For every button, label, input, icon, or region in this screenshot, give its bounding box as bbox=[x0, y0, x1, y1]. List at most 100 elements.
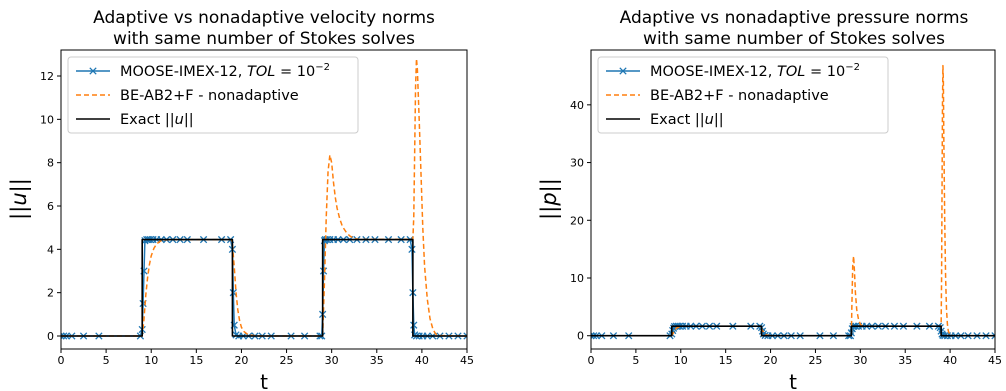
legend-label: BE-AB2+F - nonadaptive bbox=[120, 88, 299, 104]
point-stroke bbox=[319, 267, 328, 275]
legend-text: MOOSE-IMEX-12, bbox=[650, 64, 777, 80]
point-stroke bbox=[232, 331, 240, 339]
x-tick-label: 20 bbox=[234, 354, 248, 367]
series-line-2 bbox=[61, 238, 467, 337]
point-stroke bbox=[591, 334, 595, 340]
panel-pressure-title-line: Adaptive vs nonadaptive pressure norms bbox=[620, 8, 969, 28]
panel-velocity-title-line: Adaptive vs nonadaptive velocity norms bbox=[93, 8, 435, 28]
panel-velocity-title: Adaptive vs nonadaptive velocity norms wi… bbox=[93, 8, 435, 49]
x-tick-label: 30 bbox=[325, 354, 339, 367]
series-point bbox=[408, 245, 416, 253]
legend-text-italic: u bbox=[175, 112, 184, 128]
y-tick-label: 10 bbox=[40, 113, 54, 126]
ylabel-bars-right: || bbox=[7, 178, 32, 192]
series-line-0 bbox=[61, 238, 467, 337]
panel-velocity-legend: MOOSE-IMEX-12, TOL = 10−2 BE-AB2+F - nona… bbox=[67, 56, 359, 134]
point-stroke bbox=[991, 332, 995, 337]
x-tick-label: 15 bbox=[719, 354, 733, 367]
legend-text: = 10 bbox=[275, 64, 315, 80]
legend-text-italic: TOL bbox=[777, 64, 805, 80]
x-tick-label: 5 bbox=[103, 354, 110, 367]
panel-velocity-ylabel: ||u|| bbox=[7, 178, 32, 220]
point-stroke bbox=[463, 332, 467, 337]
y-tick-label: 40 bbox=[570, 99, 584, 112]
legend-superscript: −2 bbox=[845, 62, 860, 73]
legend-text-italic: u bbox=[705, 112, 714, 128]
panel-velocity-title-line: with same number of Stokes solves bbox=[113, 29, 415, 49]
panel-pressure-title: Adaptive vs nonadaptive pressure norms wi… bbox=[620, 8, 969, 49]
panel-pressure-data bbox=[591, 64, 995, 340]
y-tick-label: 12 bbox=[40, 70, 54, 83]
legend-text: Exact || bbox=[120, 112, 175, 128]
legend-label: Exact ||u|| bbox=[120, 112, 194, 128]
legend-box bbox=[597, 56, 889, 134]
series-point bbox=[991, 332, 995, 340]
series-point bbox=[591, 332, 595, 340]
y-tick-label: 10 bbox=[570, 272, 584, 285]
legend-text: MOOSE-IMEX-12, bbox=[120, 64, 247, 80]
point-stroke bbox=[936, 323, 944, 332]
legend-marker bbox=[89, 67, 97, 75]
panel-pressure-title-line: with same number of Stokes solves bbox=[643, 29, 945, 49]
x-tick-label: 40 bbox=[415, 354, 429, 367]
ylabel-symbol: u bbox=[7, 192, 31, 205]
point-stroke bbox=[61, 335, 65, 340]
series-point bbox=[61, 332, 65, 340]
x-tick-label: 35 bbox=[370, 354, 384, 367]
x-tick-label: 40 bbox=[943, 354, 957, 367]
y-tick-label: 6 bbox=[47, 200, 54, 213]
x-tick-label: 25 bbox=[808, 354, 822, 367]
panel-velocity-xlabel: t bbox=[260, 370, 268, 391]
series-point bbox=[229, 289, 237, 297]
y-tick-label: 0 bbox=[47, 330, 54, 343]
panel-velocity-frame bbox=[60, 49, 468, 350]
x-tick-label: 25 bbox=[280, 354, 294, 367]
x-tick-label: 45 bbox=[460, 354, 474, 367]
x-tick-label: 0 bbox=[588, 354, 595, 367]
legend-marker bbox=[619, 67, 627, 75]
legend-label: Exact ||u|| bbox=[650, 112, 724, 128]
panel-pressure-legend: MOOSE-IMEX-12, TOL = 10−2 BE-AB2+F - nona… bbox=[597, 56, 889, 134]
ylabel-bars-right: || bbox=[537, 178, 562, 192]
panel-pressure-frame bbox=[590, 49, 996, 350]
x-tick-label: 15 bbox=[189, 354, 203, 367]
series-point bbox=[410, 321, 418, 329]
y-tick-label: 0 bbox=[577, 330, 584, 343]
series-line-2 bbox=[591, 325, 995, 337]
series-point bbox=[319, 267, 328, 275]
ylabel-bars-left: || bbox=[537, 206, 562, 220]
point-stroke bbox=[410, 321, 418, 329]
legend-box bbox=[67, 56, 359, 134]
point-stroke bbox=[591, 332, 595, 337]
point-stroke bbox=[408, 245, 416, 253]
ylabel-bars-left: || bbox=[7, 206, 32, 220]
x-tick-label: 20 bbox=[764, 354, 778, 367]
legend-text-italic: TOL bbox=[247, 64, 275, 80]
x-tick-label: 35 bbox=[898, 354, 912, 367]
ylabel-symbol: p bbox=[537, 192, 561, 206]
panel-velocity: Adaptive vs nonadaptive velocity norms wi… bbox=[7, 8, 474, 391]
point-stroke bbox=[463, 335, 467, 340]
legend-superscript: −2 bbox=[315, 62, 330, 73]
legend-label: MOOSE-IMEX-12, TOL = 10−2 bbox=[120, 62, 330, 80]
series-point bbox=[463, 332, 467, 340]
panel-pressure: Adaptive vs nonadaptive pressure norms wi… bbox=[537, 8, 1002, 391]
point-stroke bbox=[61, 332, 65, 337]
legend-label: BE-AB2+F - nonadaptive bbox=[650, 88, 829, 104]
y-tick-label: 30 bbox=[570, 157, 584, 170]
point-stroke bbox=[991, 334, 995, 340]
y-tick-label: 8 bbox=[47, 157, 54, 170]
legend-text: Exact || bbox=[650, 112, 705, 128]
y-tick-label: 20 bbox=[570, 214, 584, 227]
panel-velocity-data bbox=[61, 57, 467, 340]
y-tick-label: 2 bbox=[47, 287, 54, 300]
x-tick-label: 10 bbox=[144, 354, 158, 367]
panel-pressure-xlabel: t bbox=[789, 370, 797, 391]
legend-text: || bbox=[184, 112, 194, 128]
point-stroke bbox=[229, 289, 237, 297]
x-tick-label: 10 bbox=[674, 354, 688, 367]
panel-pressure-ylabel: ||p|| bbox=[537, 178, 562, 220]
x-tick-label: 30 bbox=[853, 354, 867, 367]
